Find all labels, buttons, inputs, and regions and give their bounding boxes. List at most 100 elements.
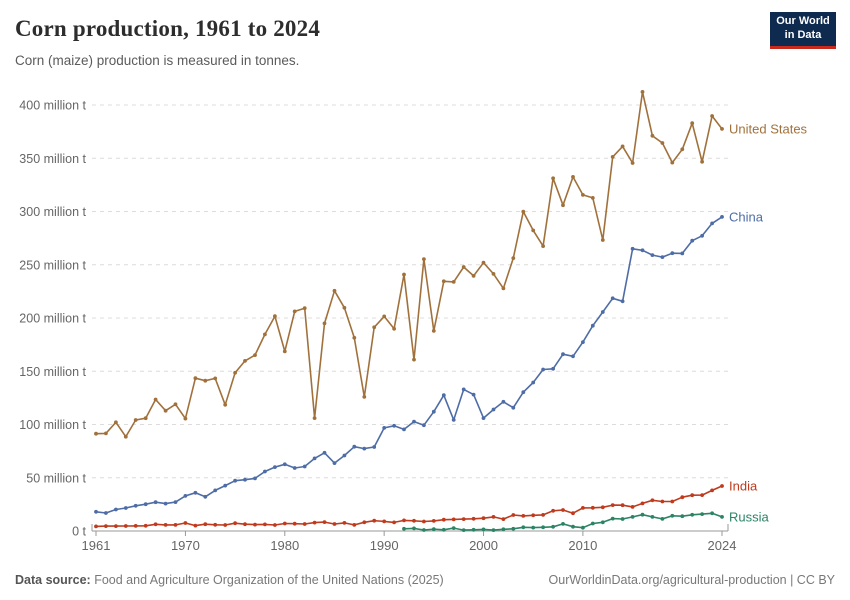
data-point-united-states-1970[interactable] — [183, 416, 188, 421]
data-point-united-states-1976[interactable] — [243, 359, 247, 363]
data-point-china-2013[interactable] — [610, 296, 615, 301]
data-point-china-2019[interactable] — [670, 251, 675, 256]
data-point-united-states-1985[interactable] — [332, 288, 337, 293]
data-point-india-2023[interactable] — [710, 488, 714, 493]
data-point-united-states-2002[interactable] — [501, 286, 506, 291]
data-point-india-1992[interactable] — [402, 518, 406, 523]
data-point-united-states-2013[interactable] — [610, 155, 615, 159]
owid-logo[interactable]: Our World in Data — [770, 12, 836, 49]
data-point-india-2017[interactable] — [650, 498, 655, 503]
data-point-united-states-1972[interactable] — [203, 378, 208, 383]
data-point-india-1979[interactable] — [273, 523, 277, 527]
data-point-india-1980[interactable] — [282, 521, 287, 526]
data-point-china-1992[interactable] — [402, 427, 406, 432]
data-point-india-1978[interactable] — [263, 522, 267, 527]
attribution-link[interactable]: OurWorldinData.org/agricultural-producti… — [548, 573, 835, 587]
data-point-india-1968[interactable] — [163, 523, 168, 527]
data-point-india-1975[interactable] — [233, 521, 238, 526]
data-point-united-states-1991[interactable] — [392, 326, 396, 331]
series-line-india[interactable] — [95, 485, 723, 528]
data-point-india-1997[interactable] — [451, 517, 456, 522]
data-point-china-1990[interactable] — [382, 426, 387, 430]
data-point-india-2012[interactable] — [600, 505, 605, 510]
data-point-india-1988[interactable] — [362, 520, 367, 525]
data-point-india-1963[interactable] — [114, 524, 118, 528]
series-line-united-states[interactable] — [95, 91, 723, 438]
data-point-india-1974[interactable] — [223, 523, 228, 527]
data-point-united-states-1982[interactable] — [302, 306, 307, 311]
data-point-india-1987[interactable] — [352, 523, 357, 527]
data-point-china-1962[interactable] — [104, 511, 108, 515]
data-point-india-1989[interactable] — [372, 518, 377, 523]
data-point-russia-2013[interactable] — [610, 516, 615, 521]
data-point-india-1964[interactable] — [123, 524, 128, 528]
data-point-united-states-2019[interactable] — [670, 160, 675, 165]
data-point-india-2021[interactable] — [690, 493, 695, 498]
data-point-united-states-1979[interactable] — [273, 314, 277, 319]
data-point-united-states-1983[interactable] — [312, 416, 317, 420]
series-label-united-states[interactable]: United States — [729, 121, 808, 136]
data-point-russia-2007[interactable] — [551, 524, 555, 529]
data-point-india-2020[interactable] — [680, 495, 685, 500]
data-point-india-2015[interactable] — [630, 505, 635, 509]
data-point-china-1971[interactable] — [193, 490, 198, 495]
data-point-india-2024[interactable] — [720, 484, 724, 488]
data-point-united-states-2011[interactable] — [590, 196, 595, 200]
data-point-china-2020[interactable] — [680, 251, 685, 256]
data-point-united-states-2008[interactable] — [561, 203, 565, 208]
data-point-united-states-1966[interactable] — [143, 416, 148, 421]
data-point-china-2000[interactable] — [481, 416, 486, 420]
data-point-united-states-1998[interactable] — [461, 265, 466, 269]
data-point-china-1983[interactable] — [312, 456, 317, 461]
data-point-russia-1997[interactable] — [451, 526, 456, 530]
data-point-china-1973[interactable] — [213, 488, 218, 493]
data-point-china-2024[interactable] — [720, 215, 724, 219]
data-point-china-2003[interactable] — [511, 405, 516, 410]
data-point-united-states-1988[interactable] — [362, 395, 367, 399]
data-point-india-1999[interactable] — [471, 516, 476, 521]
data-point-russia-2020[interactable] — [680, 514, 685, 519]
data-point-china-2001[interactable] — [491, 407, 496, 412]
data-point-russia-2017[interactable] — [650, 515, 655, 519]
data-point-china-2014[interactable] — [620, 299, 625, 304]
data-point-united-states-2022[interactable] — [700, 159, 704, 164]
data-point-russia-2010[interactable] — [581, 525, 585, 530]
data-point-china-1979[interactable] — [273, 465, 277, 469]
data-point-united-states-1990[interactable] — [382, 314, 387, 319]
data-point-russia-2016[interactable] — [640, 512, 645, 517]
data-point-india-2018[interactable] — [660, 499, 665, 504]
data-point-russia-2000[interactable] — [481, 527, 486, 532]
data-point-india-2005[interactable] — [531, 513, 536, 518]
data-point-russia-2018[interactable] — [660, 517, 665, 521]
data-point-russia-2004[interactable] — [521, 525, 526, 530]
data-point-india-2001[interactable] — [491, 515, 496, 519]
data-point-china-2023[interactable] — [710, 221, 714, 226]
data-point-india-1985[interactable] — [332, 522, 337, 526]
data-point-china-1974[interactable] — [223, 483, 228, 488]
data-point-united-states-1999[interactable] — [471, 274, 476, 278]
data-point-united-states-1992[interactable] — [402, 272, 406, 277]
data-point-india-1996[interactable] — [441, 517, 446, 522]
data-point-russia-1993[interactable] — [412, 526, 416, 531]
data-point-china-2021[interactable] — [690, 238, 695, 243]
data-point-united-states-1967[interactable] — [153, 397, 158, 402]
data-point-united-states-2001[interactable] — [491, 272, 496, 276]
data-point-united-states-1964[interactable] — [123, 434, 128, 439]
data-point-russia-1995[interactable] — [431, 527, 436, 532]
data-point-india-1967[interactable] — [153, 522, 158, 527]
data-point-china-2002[interactable] — [501, 399, 506, 404]
data-point-united-states-2012[interactable] — [600, 238, 605, 242]
data-point-china-2022[interactable] — [700, 233, 704, 238]
data-point-india-1966[interactable] — [143, 523, 148, 528]
data-point-india-2008[interactable] — [561, 508, 565, 512]
data-point-united-states-1993[interactable] — [412, 357, 416, 362]
data-point-china-1975[interactable] — [233, 478, 238, 483]
data-point-india-2014[interactable] — [620, 503, 625, 508]
data-point-india-2009[interactable] — [571, 511, 575, 516]
data-point-russia-2002[interactable] — [501, 527, 506, 532]
data-point-china-2007[interactable] — [551, 366, 555, 371]
data-point-united-states-2015[interactable] — [630, 161, 635, 165]
data-point-china-1966[interactable] — [143, 502, 148, 507]
data-point-china-1961[interactable] — [94, 509, 98, 514]
